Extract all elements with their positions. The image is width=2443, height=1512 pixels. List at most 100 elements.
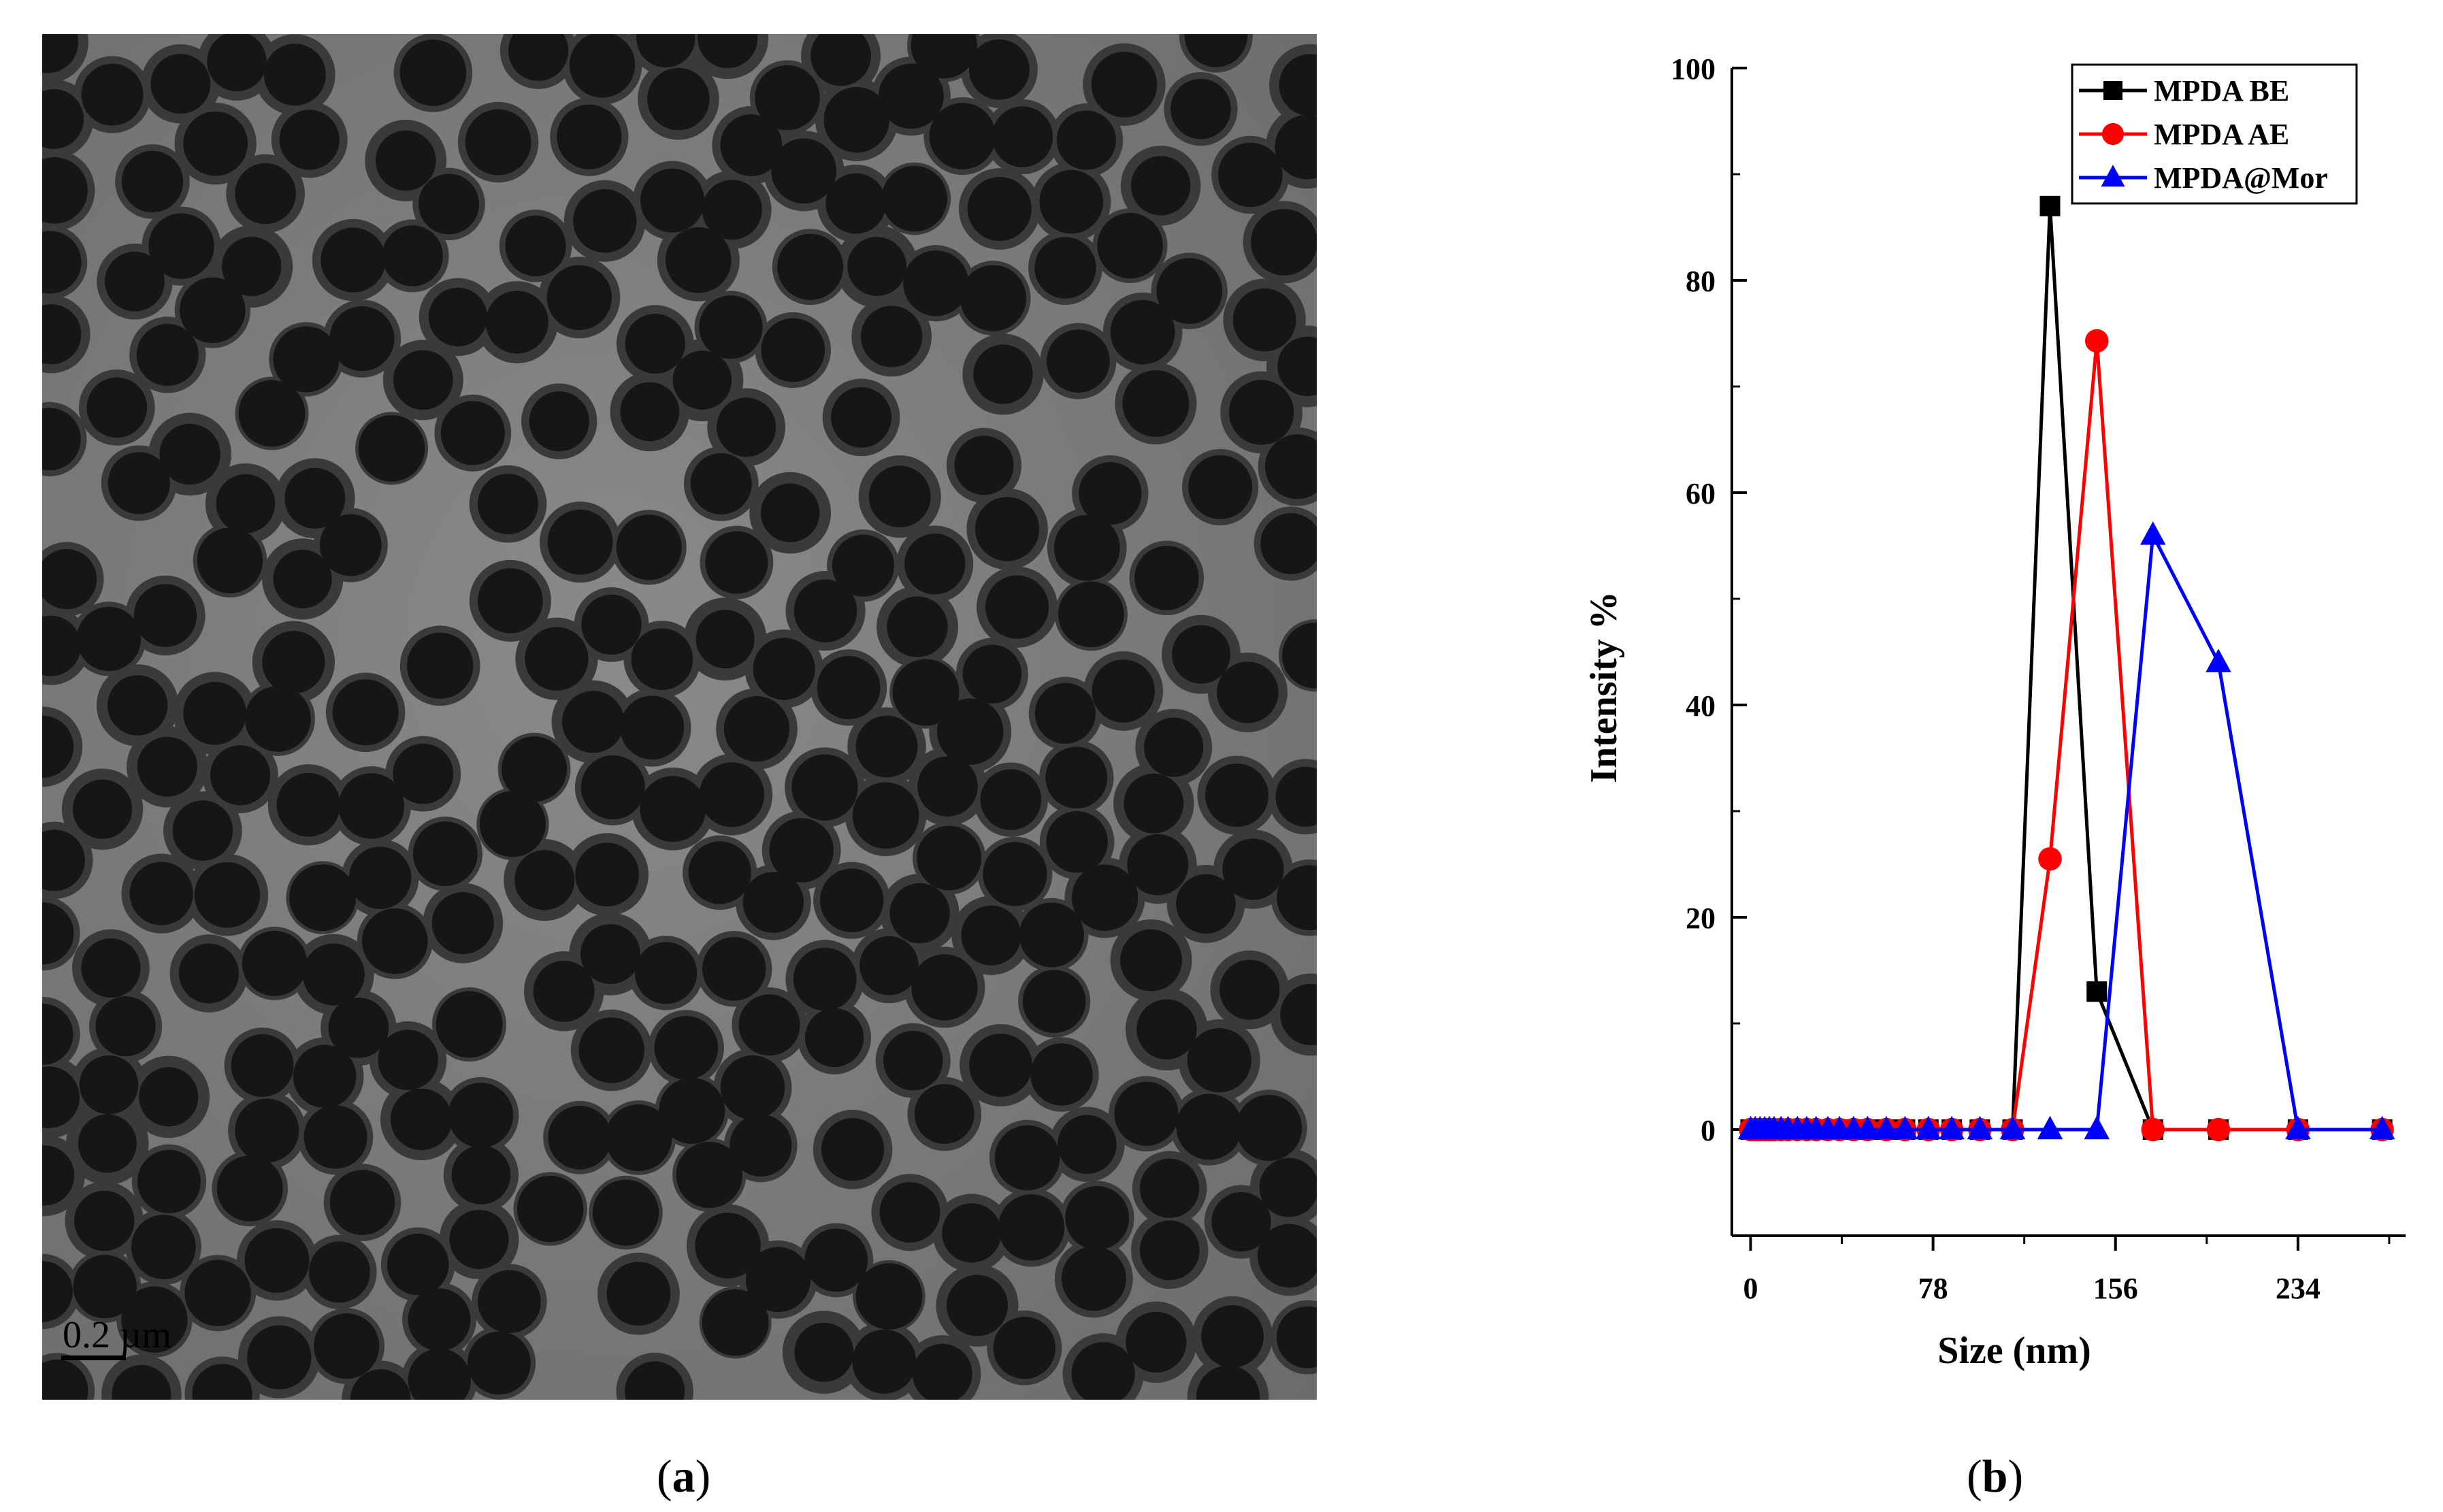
particle-core — [502, 736, 568, 802]
particle-core — [847, 237, 907, 296]
panel-a-caption: (a) — [657, 1450, 711, 1502]
particle-core — [672, 350, 732, 410]
particle-core — [72, 779, 133, 839]
legend-entry: MPDA AE — [2079, 118, 2289, 151]
particle-core — [139, 1067, 199, 1127]
particle-core — [273, 549, 332, 608]
particle-core — [580, 924, 640, 985]
particle-core — [133, 584, 197, 647]
particle-core — [1140, 1158, 1200, 1218]
particle-core — [375, 130, 436, 191]
data-point — [2084, 1115, 2110, 1140]
particle-core — [1134, 546, 1199, 610]
particle-core — [348, 847, 412, 909]
particle-core — [561, 691, 625, 753]
particle-core — [183, 682, 246, 745]
particle-core — [1079, 462, 1142, 525]
particle-core — [150, 54, 211, 114]
particle-core — [159, 423, 220, 485]
data-point — [1873, 1115, 1899, 1140]
particle-core — [180, 277, 246, 344]
particle-core — [738, 994, 800, 1056]
particle-core — [937, 698, 1004, 765]
particle-core — [302, 943, 365, 1006]
particle-core — [975, 497, 1040, 561]
data-point — [2038, 847, 2062, 871]
particle-core — [1172, 625, 1231, 684]
particle-core — [390, 1088, 453, 1151]
particle-core — [717, 397, 776, 457]
particle-core — [760, 483, 820, 542]
particle-core — [980, 769, 1042, 830]
particle-core — [81, 938, 141, 998]
particle-core — [107, 675, 168, 736]
particle-core — [1061, 1246, 1126, 1311]
particle-core — [529, 391, 589, 452]
particle-core — [654, 1016, 719, 1080]
particle-core — [172, 800, 233, 861]
particle-core — [903, 250, 969, 316]
particle-core — [634, 942, 698, 1004]
particle-core — [449, 1209, 509, 1269]
particle-core — [969, 1034, 1033, 1097]
particle-core — [804, 1008, 864, 1068]
data-point — [2140, 521, 2166, 545]
particle-core — [74, 1190, 135, 1251]
particle-core — [1144, 717, 1204, 777]
series-layer — [1737, 195, 2395, 1142]
particle-core — [720, 1055, 785, 1120]
particle-core — [832, 534, 894, 597]
particle-core — [465, 109, 531, 176]
particle-core — [1257, 1223, 1322, 1288]
particle-core — [994, 1125, 1060, 1191]
particle-core — [131, 1215, 196, 1279]
particle-core — [338, 773, 404, 839]
particle-core — [961, 905, 1021, 966]
particle-core — [705, 531, 768, 594]
particle-core — [1126, 1311, 1187, 1373]
particle-core — [569, 32, 636, 98]
particle-core — [1236, 1094, 1302, 1162]
particle-core — [262, 631, 325, 694]
particle-core — [592, 1179, 659, 1246]
particle-core — [861, 306, 923, 367]
particle-core — [1110, 299, 1175, 365]
data-point — [1999, 1115, 2026, 1140]
particle-core — [1034, 237, 1096, 299]
particle-core — [314, 1313, 380, 1379]
particle-core — [86, 377, 148, 438]
particle-core — [912, 1343, 972, 1404]
data-point — [1916, 1115, 1941, 1140]
particle-core — [197, 527, 263, 594]
particle-core — [1228, 380, 1294, 445]
particle-core — [631, 628, 693, 691]
particle-core — [640, 168, 705, 233]
particle-core — [247, 1325, 312, 1390]
particle-core — [328, 998, 389, 1058]
particle-core — [378, 1030, 438, 1090]
particle-core — [917, 756, 978, 817]
particle-core — [382, 225, 443, 286]
particle-core — [399, 39, 467, 106]
particle-core — [479, 791, 546, 857]
particle-core — [702, 180, 762, 240]
particle-core — [222, 236, 282, 297]
particle-core — [207, 31, 267, 92]
particle-core — [769, 818, 834, 883]
particle-core — [1114, 1081, 1179, 1146]
particle-core — [605, 1104, 672, 1171]
particle-core — [904, 533, 966, 595]
particle-core — [1022, 970, 1086, 1034]
particle-core — [358, 415, 425, 482]
particle-core — [1092, 659, 1155, 723]
data-point — [2206, 648, 2231, 672]
particle-core — [1127, 834, 1189, 895]
particle-core — [1065, 1185, 1130, 1250]
particle-core — [911, 954, 978, 1021]
particle-core — [962, 644, 1022, 704]
particle-core — [1097, 212, 1163, 279]
particle-core — [659, 1077, 725, 1144]
series-mpda-ae — [1739, 329, 2394, 1142]
particle-core — [184, 1260, 251, 1326]
particle-core — [1219, 959, 1280, 1020]
